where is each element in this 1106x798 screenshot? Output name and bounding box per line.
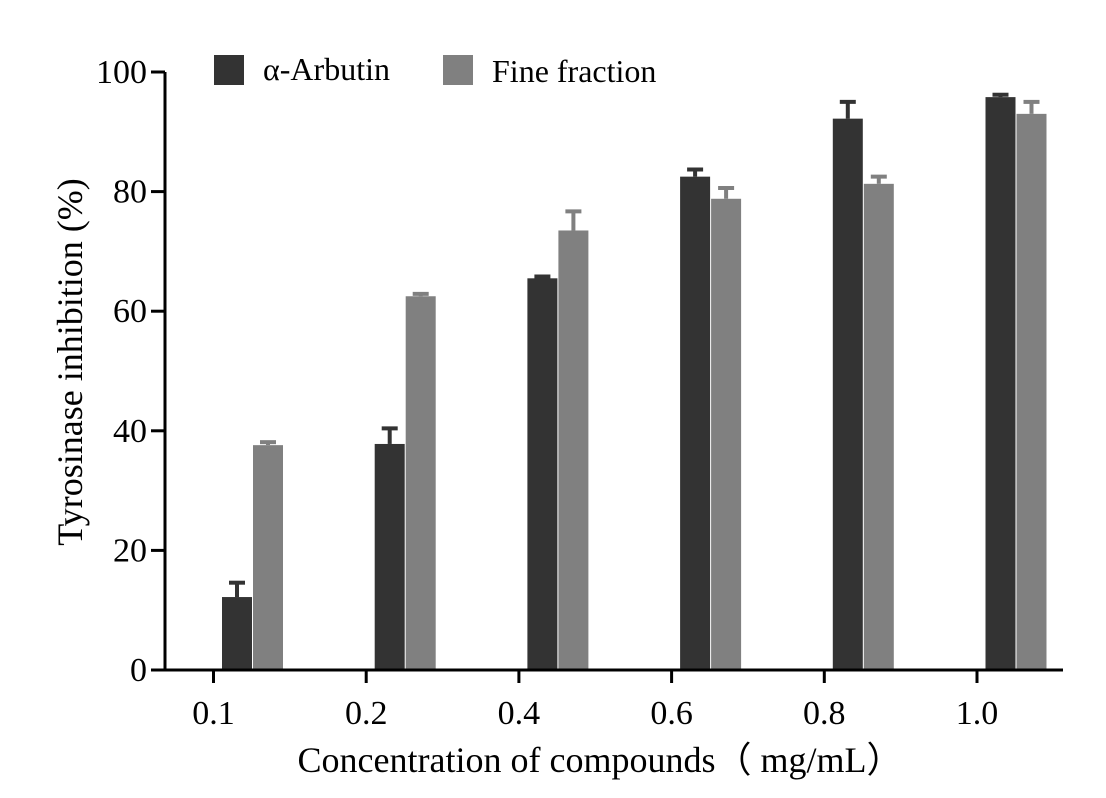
y-tick-label: 20 — [113, 532, 147, 569]
bar-fine-fraction — [1016, 113, 1047, 671]
x-tick-label: 0.8 — [803, 695, 846, 732]
y-ticks: 0 20 40 60 80 100 — [96, 54, 165, 689]
legend-swatch-arbutin — [214, 55, 244, 85]
bar-fine-fraction — [405, 296, 436, 670]
y-tick-label: 40 — [113, 413, 147, 450]
x-ticks: 0.1 0.2 0.4 0.6 0.8 1.0 — [192, 670, 998, 732]
bar-fine-fraction — [711, 198, 742, 670]
y-axis: 0 20 40 60 80 100 — [96, 54, 167, 689]
error-bars-layer — [229, 92, 1040, 598]
legend-swatch-fine-fraction — [443, 55, 473, 85]
legend-label-fine-fraction: Fine fraction — [492, 53, 656, 89]
legend-label-arbutin: α-Arbutin — [263, 51, 390, 87]
bar-arbutin — [985, 97, 1016, 671]
bar-fine-fraction — [558, 230, 589, 670]
x-tick-label: 0.1 — [192, 695, 235, 732]
bar-arbutin — [527, 278, 558, 670]
y-tick-label: 80 — [113, 174, 147, 211]
x-axis: 0.1 0.2 0.4 0.6 0.8 1.0 — [163, 668, 1063, 732]
bar-fine-fraction — [863, 183, 894, 671]
y-tick-label: 60 — [113, 293, 147, 330]
bar-fine-fraction — [253, 445, 283, 670]
legend: α-Arbutin Fine fraction — [214, 51, 656, 89]
x-tick-label: 0.4 — [498, 695, 541, 732]
bar-arbutin — [374, 443, 405, 670]
y-tick-label: 100 — [96, 54, 147, 91]
x-tick-label: 0.6 — [650, 695, 693, 732]
y-tick-label: 0 — [130, 652, 147, 689]
bar-arbutin — [680, 176, 711, 670]
bar-arbutin — [222, 597, 252, 670]
legend-item-arbutin: α-Arbutin — [214, 51, 390, 87]
bars-layer — [222, 97, 1047, 671]
x-tick-label: 0.2 — [345, 695, 388, 732]
bar-arbutin — [832, 118, 863, 671]
y-axis-title: Tyrosinase inhibition (%) — [50, 178, 90, 545]
x-tick-label: 1.0 — [956, 695, 999, 732]
legend-item-fine-fraction: Fine fraction — [443, 53, 656, 89]
x-axis-title: Concentration of compounds（ mg/mL） — [298, 740, 903, 780]
